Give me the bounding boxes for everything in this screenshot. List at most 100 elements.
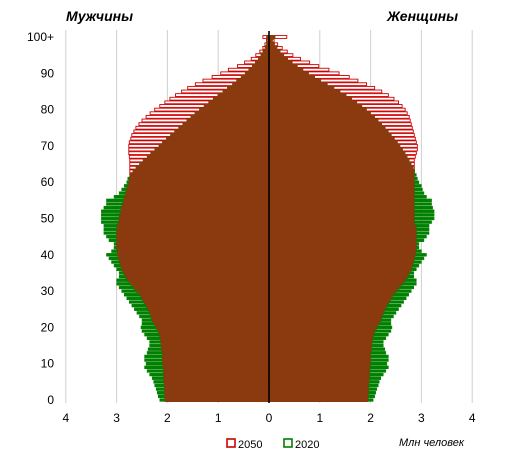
x-tick-label: 3 xyxy=(418,411,425,425)
bar-overlap-female xyxy=(269,223,416,228)
bar-overlap-male xyxy=(252,64,269,69)
bar-overlap-male xyxy=(123,270,269,275)
bar-overlap-male xyxy=(266,34,269,40)
bar-overlap-female xyxy=(269,78,321,83)
bar-overlap-male xyxy=(178,125,269,130)
overlap-bars xyxy=(116,34,417,403)
bar-overlap-female xyxy=(269,278,406,283)
bar-overlap-female xyxy=(269,158,410,163)
bar-overlap-female xyxy=(269,252,416,257)
bar-overlap-female xyxy=(269,321,379,326)
bar-overlap-female xyxy=(269,292,393,297)
bar-overlap-female xyxy=(269,176,415,181)
bar-overlap-female xyxy=(269,245,417,250)
bar-overlap-male xyxy=(255,60,269,65)
x-tick-label: 3 xyxy=(113,411,120,425)
bar-overlap-male xyxy=(156,325,269,330)
bar-overlap-male xyxy=(194,111,269,116)
bar-overlap-male xyxy=(170,132,269,138)
bar-overlap-male xyxy=(116,245,269,250)
bar-overlap-female xyxy=(269,238,417,243)
bar-overlap-female xyxy=(269,129,389,134)
y-tick-label: 60 xyxy=(41,175,55,189)
bar-overlap-male xyxy=(163,372,269,377)
bar-overlap-female xyxy=(269,347,372,352)
bar-overlap-male xyxy=(150,151,269,156)
bar-overlap-male xyxy=(135,165,269,170)
bar-overlap-female xyxy=(269,205,415,210)
bar-overlap-female xyxy=(269,376,370,381)
bar-overlap-female xyxy=(269,263,413,268)
bar-overlap-female xyxy=(269,147,403,152)
bar-overlap-female xyxy=(269,216,415,221)
bar-overlap-female xyxy=(269,368,370,373)
bar-overlap-male xyxy=(166,136,269,141)
females-label: Женщины xyxy=(386,8,458,24)
bar-overlap-female xyxy=(269,314,382,319)
bar-overlap-male xyxy=(258,56,269,61)
bar-overlap-male xyxy=(164,390,269,395)
bar-overlap-male xyxy=(121,205,270,210)
bar-overlap-male xyxy=(164,397,269,403)
bar-overlap-female xyxy=(269,49,281,54)
bar-overlap-female xyxy=(269,209,415,214)
bar-overlap-female xyxy=(269,249,416,254)
bar-overlap-male xyxy=(164,394,269,399)
bar-overlap-female xyxy=(269,365,370,370)
bar-overlap-female xyxy=(269,162,412,167)
y-tick-label: 80 xyxy=(41,103,55,117)
bar-overlap-male xyxy=(158,143,269,148)
bar-overlap-female xyxy=(269,231,417,236)
bar-overlap-male xyxy=(129,176,269,181)
bar-overlap-female xyxy=(269,379,370,384)
bar-overlap-male xyxy=(125,191,269,196)
bar-overlap-female xyxy=(269,122,382,127)
bar-overlap-female xyxy=(269,45,278,50)
bar-overlap-female xyxy=(269,67,304,72)
x-axis-unit-label: Млн человек xyxy=(399,437,465,449)
bar-overlap-male xyxy=(136,289,269,294)
bar-overlap-female xyxy=(269,343,372,348)
bar-overlap-female xyxy=(269,71,309,76)
bar-overlap-male xyxy=(118,256,269,261)
bar-overlap-female xyxy=(269,96,352,101)
bar-overlap-male xyxy=(199,107,269,112)
bar-overlap-female xyxy=(269,132,392,138)
bar-overlap-male xyxy=(119,212,269,217)
bar-overlap-male xyxy=(186,118,269,123)
bar-overlap-female xyxy=(269,38,273,43)
bar-overlap-female xyxy=(269,198,415,203)
bar-overlap-male xyxy=(190,114,269,119)
bar-overlap-female xyxy=(269,387,369,392)
bar-overlap-male xyxy=(262,49,269,54)
bar-overlap-male xyxy=(130,281,269,286)
bar-overlap-female xyxy=(269,303,387,308)
bar-overlap-female xyxy=(269,390,369,395)
bar-overlap-male xyxy=(159,332,269,337)
bar-overlap-male xyxy=(116,231,269,236)
bar-overlap-male xyxy=(162,354,269,359)
legend: 2050 2020 xyxy=(226,438,319,451)
x-tick-label: 2 xyxy=(367,411,374,425)
y-tick-label: 70 xyxy=(41,139,55,153)
bar-overlap-female xyxy=(269,143,401,148)
bar-overlap-male xyxy=(245,71,269,76)
bar-overlap-female xyxy=(269,191,415,196)
males-label: Мужчины xyxy=(66,8,133,24)
bar-overlap-female xyxy=(269,329,375,334)
bar-overlap-female xyxy=(269,241,417,246)
bar-overlap-female xyxy=(269,74,315,79)
bar-overlap-female xyxy=(269,154,408,159)
y-axis-tick-labels: 0 10 20 30 40 50 60 70 80 90 100+ xyxy=(27,30,54,407)
bar-overlap-female xyxy=(269,332,374,337)
bar-overlap-male xyxy=(163,368,269,373)
bar-overlap-male xyxy=(174,129,269,134)
bar-overlap-male xyxy=(227,85,269,90)
bar-overlap-male xyxy=(117,252,269,257)
x-tick-label: 0 xyxy=(266,411,273,425)
bar-overlap-female xyxy=(269,234,417,239)
bar-overlap-male xyxy=(241,74,269,79)
bar-overlap-male xyxy=(149,310,269,315)
bar-overlap-female xyxy=(269,397,369,403)
